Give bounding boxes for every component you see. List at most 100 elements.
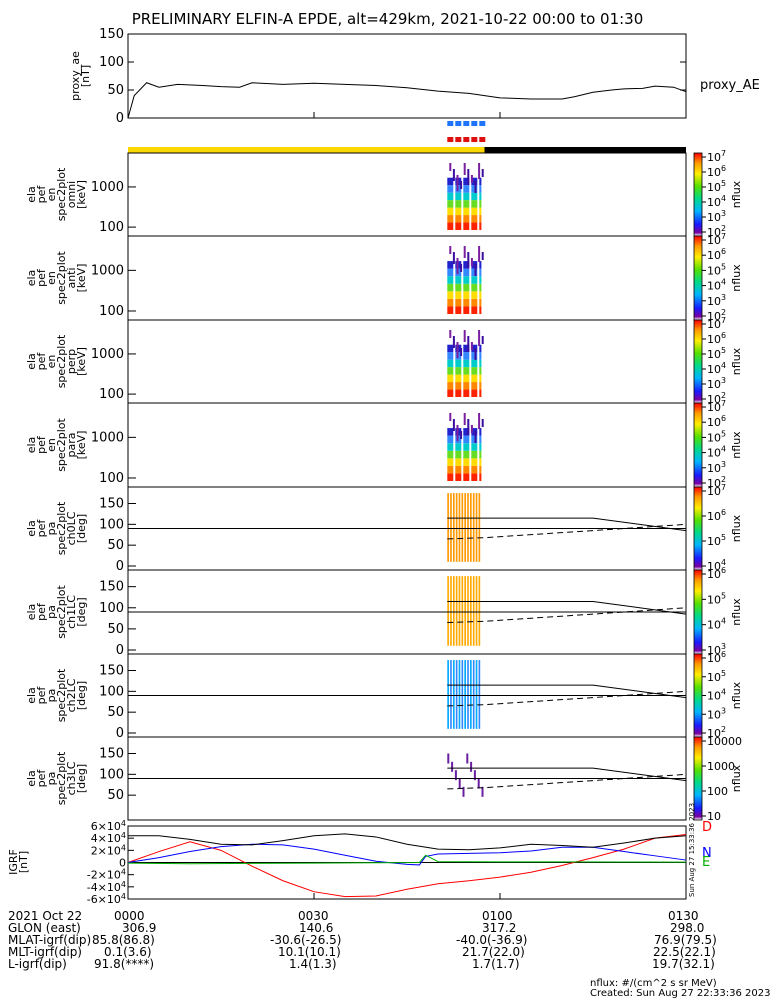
spec-axis-label-line: en	[45, 438, 58, 452]
spec-band	[447, 443, 482, 451]
spec-axis-label-line: [keV]	[75, 347, 88, 376]
spec-axis-label-line: en	[45, 355, 58, 369]
spec-colorbar-label-text: nflux	[730, 431, 743, 459]
spec-band	[447, 435, 482, 444]
spec-gap	[453, 257, 456, 316]
spec-axis-label-line: spec2plot	[55, 334, 68, 388]
row-mlt-v1: 10.1(10.1)	[278, 945, 341, 959]
spec-sparse-pixel	[463, 330, 466, 342]
pa-ytick-label: 50	[107, 538, 124, 553]
spec-colorbar-label: nflux	[730, 431, 743, 459]
pa-axis-label-line: ela	[25, 687, 38, 704]
pa-axis-label-line: pef	[35, 602, 48, 621]
spec-gap	[453, 340, 456, 399]
igrf-ytick-label: 2×104	[91, 843, 126, 857]
pa-ytick-label: 50	[107, 788, 124, 803]
science-red-segment	[471, 137, 478, 142]
created-note: Created: Sun Aug 27 22:33:36 2023	[590, 988, 771, 999]
pa-data-strip	[447, 660, 449, 729]
pa-axis-label-line: ela	[25, 770, 38, 787]
pa-sparse-pixel	[458, 778, 461, 789]
pa-loss-cone-line	[447, 600, 687, 615]
pa-axis-label-line: pa	[45, 605, 58, 619]
igrf-series-D	[127, 834, 687, 898]
spec-band	[447, 374, 482, 383]
spec-colorbar-tick-label: 107	[707, 149, 726, 164]
spec-colorbar-tick-label: 105	[707, 179, 726, 194]
chart-title: PRELIMINARY ELFIN-A EPDE, alt=429km, 202…	[131, 10, 644, 28]
spec-sparse-pixel	[474, 181, 477, 193]
pa-colorbar-tick-label: 103	[707, 706, 726, 721]
pa-axis-label-line: pa	[45, 689, 58, 703]
pa-ytick-label: 0	[116, 643, 124, 658]
spec-band	[447, 222, 482, 230]
spec-sparse-pixel	[481, 252, 484, 260]
igrf-axis-label: IGRF[nT]	[7, 849, 30, 875]
spec-axis-label-line: spec2plot	[55, 251, 68, 305]
spec-sparse-pixel	[470, 258, 473, 266]
spec-colorbar-tick-label: 105	[707, 262, 726, 277]
pa-colorbar-label: nflux	[730, 764, 743, 792]
spec-sparse-pixel	[460, 348, 463, 356]
spec-axis-label-line: spec2plot	[55, 167, 68, 221]
pa-axis-label-line: ch1LC	[65, 595, 78, 629]
spec-panel-frame	[127, 152, 687, 237]
pa-ytick-label: 150	[99, 664, 124, 679]
spec-sparse-pixel	[463, 163, 466, 175]
spec-sparse-pixel	[470, 425, 473, 433]
pa-axis-label-line: pa	[45, 772, 58, 786]
spec-ytick-label: 1000	[91, 263, 124, 278]
spec-sparse-pixel	[460, 431, 463, 439]
pa-data-strip	[472, 493, 475, 562]
spec-colorbar-tick-label: 102	[707, 308, 726, 323]
spec-band	[447, 207, 482, 216]
pa-data-strip	[475, 660, 478, 729]
igrf-ytick-label: 0	[119, 857, 126, 870]
night-bar	[484, 147, 686, 153]
spec-band	[447, 428, 482, 436]
spec-sparse-pixel	[449, 413, 452, 421]
pa-colorbar-label-text: nflux	[730, 681, 743, 709]
spec-sparse-pixel	[474, 431, 477, 443]
pa-anti-loss-cone-line	[447, 773, 687, 790]
science-blue-segment	[479, 121, 486, 126]
science-red-segment	[455, 137, 462, 142]
pa-data-strip	[478, 576, 481, 646]
spec-band	[447, 473, 482, 481]
spec-gap	[461, 424, 464, 483]
spec-band	[447, 352, 482, 360]
pa-axis-label-line: [deg]	[75, 764, 88, 793]
spec-gap	[477, 173, 480, 232]
pa-ytick-label: 100	[99, 517, 124, 532]
spec-axis-label-line: perp	[65, 349, 78, 374]
pa-colorbar-bar	[693, 653, 703, 738]
spec-band	[447, 192, 482, 201]
spec-colorbar-tick-label: 105	[707, 346, 726, 361]
row-date-v0: 0000	[114, 909, 145, 923]
pa-data-strip	[467, 493, 469, 562]
igrf-ytick-label: -2×104	[87, 868, 126, 882]
pa-data-strip	[452, 660, 455, 729]
pa-data-strip	[472, 576, 475, 646]
row-mlat-v1: -30.6(-26.5)	[270, 933, 342, 947]
row-mlat-v0: 85.8(86.8)	[92, 933, 155, 947]
spec-axis-label-line: pef	[35, 185, 48, 204]
spec-sparse-pixel	[463, 413, 466, 425]
igrf-legend-N: N	[702, 846, 712, 861]
row-date-label: 2021 Oct 22	[8, 909, 83, 923]
spec-panel-frame	[127, 319, 687, 404]
spec-sparse-pixel	[449, 163, 452, 171]
pa-ytick-label: 0	[116, 726, 124, 741]
spec-colorbar-tick-label: 107	[707, 232, 726, 247]
igrf-axis-label-line: IGRF	[7, 849, 20, 875]
spec-colorbar-tick-label: 104	[707, 445, 726, 460]
row-l-v0: 91.8(****)	[94, 957, 155, 971]
science-blue-segment	[463, 121, 470, 126]
pa-colorbar-tick-label: 106	[707, 650, 726, 665]
spec-colorbar-tick-label: 106	[707, 247, 726, 262]
pa-axis-label-line: spec2plot	[55, 751, 68, 805]
spec-sparse-pixel	[456, 342, 459, 358]
spec-colorbar-tick-label: 103	[707, 293, 726, 308]
